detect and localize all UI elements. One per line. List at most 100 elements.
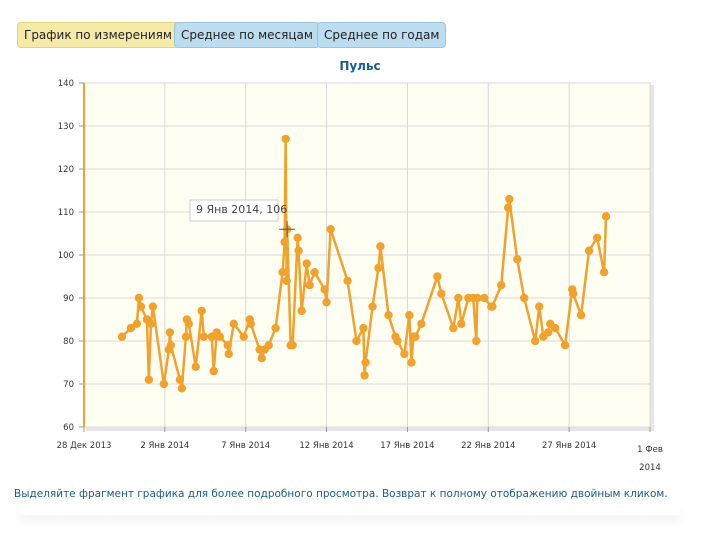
y-tick-label: 90	[63, 294, 74, 304]
point	[535, 302, 544, 311]
footer-note: Выделяйте фрагмент графика для более под…	[14, 488, 668, 500]
point	[568, 289, 578, 298]
point	[239, 332, 248, 341]
point	[148, 302, 158, 311]
point	[488, 302, 497, 311]
point	[165, 328, 175, 337]
point	[326, 225, 335, 234]
point	[166, 341, 176, 350]
point	[400, 349, 409, 359]
point	[457, 319, 466, 328]
point	[454, 293, 463, 303]
y-tick-label: 70	[63, 380, 74, 390]
point	[223, 341, 232, 350]
point	[584, 246, 594, 255]
point	[480, 293, 489, 303]
point	[343, 276, 352, 285]
point	[417, 319, 426, 328]
chart-title: Пульс	[339, 59, 380, 73]
y-tick-label: 80	[63, 337, 74, 347]
point	[257, 354, 266, 363]
x-tick-label: 17 Янв 2014	[380, 441, 435, 451]
point	[505, 194, 514, 204]
x-tick-label: 22 Янв 2014	[461, 441, 516, 451]
point	[159, 379, 169, 389]
point	[224, 349, 233, 359]
point	[144, 375, 154, 384]
tab[interactable]: Среднее по годам	[317, 22, 447, 48]
point	[530, 336, 540, 346]
point	[449, 323, 458, 333]
point	[592, 233, 602, 242]
x-tick-label: 28 Дек 2013	[56, 441, 112, 451]
point	[560, 341, 570, 350]
point	[322, 298, 331, 307]
point	[305, 280, 314, 290]
y-tick-label: 140	[58, 79, 74, 89]
point	[360, 371, 369, 380]
point	[599, 268, 609, 277]
point	[246, 319, 255, 328]
point	[134, 293, 144, 303]
point	[601, 212, 611, 221]
tab[interactable]: Среднее по месяцам	[174, 22, 320, 48]
x-tick-label: 27 Янв 2014	[541, 441, 597, 451]
point	[543, 328, 553, 337]
point	[282, 276, 291, 285]
point	[503, 203, 513, 212]
point	[293, 233, 302, 242]
point	[229, 319, 238, 328]
point	[376, 242, 385, 251]
point	[302, 259, 311, 268]
point	[437, 289, 446, 298]
point	[473, 293, 482, 303]
point	[271, 323, 280, 333]
y-tick-label: 120	[58, 165, 74, 175]
x-tick-label: 7 Янв 2014	[221, 441, 271, 451]
point	[374, 263, 383, 273]
point	[281, 134, 290, 144]
point	[368, 302, 377, 311]
point	[199, 332, 209, 341]
point	[297, 306, 306, 316]
y-tick-label: 130	[58, 122, 74, 132]
y-tick-label: 100	[58, 251, 74, 261]
y-tick-label: 60	[63, 423, 74, 433]
point	[433, 272, 442, 281]
point	[361, 358, 370, 367]
point	[181, 332, 191, 341]
point	[288, 341, 297, 350]
point	[472, 336, 481, 346]
point	[320, 285, 329, 294]
point	[359, 323, 368, 333]
point	[551, 323, 560, 333]
tooltip: 9 Янв 2014, 106	[196, 203, 287, 216]
point	[175, 375, 185, 384]
point	[278, 268, 287, 277]
point	[197, 306, 206, 316]
point	[126, 323, 136, 333]
x-tick-label: 2 Янв 2014	[140, 441, 190, 451]
point	[513, 255, 522, 264]
point	[411, 332, 420, 341]
tab[interactable]: График по измерениям	[17, 22, 179, 48]
x-tick-label: 1 Фев 2014	[637, 445, 663, 473]
point	[384, 311, 393, 320]
point	[519, 293, 529, 303]
panel-shadow	[20, 505, 680, 515]
point	[132, 319, 142, 328]
point	[405, 311, 414, 320]
y-tick-label: 110	[58, 208, 74, 218]
point	[576, 311, 586, 320]
point	[209, 366, 218, 376]
point	[497, 280, 506, 290]
point	[407, 358, 416, 367]
point	[310, 268, 319, 277]
point	[191, 362, 200, 371]
point	[117, 332, 127, 341]
point	[393, 336, 402, 346]
point	[264, 341, 273, 350]
point	[280, 237, 289, 247]
